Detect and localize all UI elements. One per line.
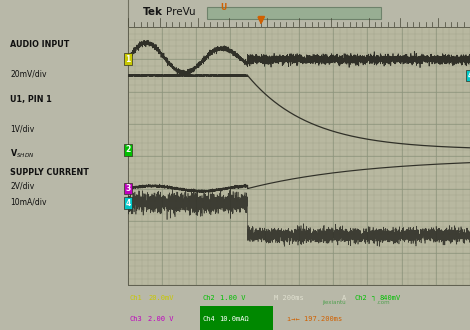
Text: Tek: Tek (143, 7, 164, 17)
Text: 840mV: 840mV (380, 295, 401, 301)
Text: 4: 4 (125, 199, 131, 208)
Text: Ch2: Ch2 (355, 295, 368, 301)
Text: 1V/div: 1V/div (10, 125, 34, 134)
Text: U1, PIN 1: U1, PIN 1 (10, 95, 52, 104)
Text: 10.0mAΩ: 10.0mAΩ (219, 316, 249, 322)
Text: Ch4: Ch4 (202, 316, 215, 322)
Text: 2V/div: 2V/div (10, 181, 34, 190)
Text: 4: 4 (467, 71, 470, 80)
Text: M 200ms: M 200ms (274, 295, 303, 301)
Text: ┐: ┐ (371, 295, 376, 301)
Text: AUDIO INPUT: AUDIO INPUT (10, 40, 70, 49)
Text: PreVu: PreVu (166, 7, 196, 17)
Text: 10mA/div: 10mA/div (10, 197, 47, 206)
Text: 2: 2 (125, 145, 131, 154)
Text: Ch1: Ch1 (129, 295, 142, 301)
Text: U: U (220, 3, 227, 12)
Text: 20.0mV: 20.0mV (148, 295, 173, 301)
Text: 2.00 V: 2.00 V (148, 316, 173, 322)
Text: Ch2: Ch2 (202, 295, 215, 301)
Text: jiexiantu: jiexiantu (322, 301, 345, 306)
Bar (207, 7, 381, 19)
Text: Ch3: Ch3 (129, 316, 142, 322)
Text: 20mV/div: 20mV/div (10, 70, 47, 79)
Text: A: A (342, 295, 346, 301)
Text: 3: 3 (125, 184, 131, 193)
Text: SUPPLY CURRENT: SUPPLY CURRENT (10, 168, 89, 177)
Text: ı→← 197.200ms: ı→← 197.200ms (287, 316, 342, 322)
Text: V$_{SHDN}$: V$_{SHDN}$ (10, 148, 35, 160)
Text: 1.00 V: 1.00 V (220, 295, 245, 301)
Bar (200, 306, 273, 330)
Text: .com: .com (376, 301, 390, 306)
Text: 1: 1 (125, 55, 131, 64)
